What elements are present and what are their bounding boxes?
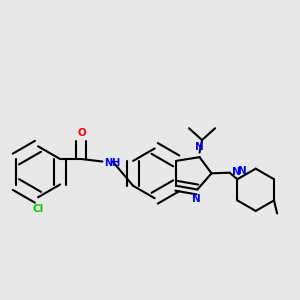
Text: N: N — [196, 142, 204, 152]
Text: NH: NH — [104, 158, 120, 168]
Text: Cl: Cl — [32, 204, 44, 214]
Text: N: N — [238, 167, 246, 176]
Text: O: O — [77, 128, 86, 138]
Text: N: N — [232, 167, 241, 177]
Text: N: N — [192, 194, 201, 204]
